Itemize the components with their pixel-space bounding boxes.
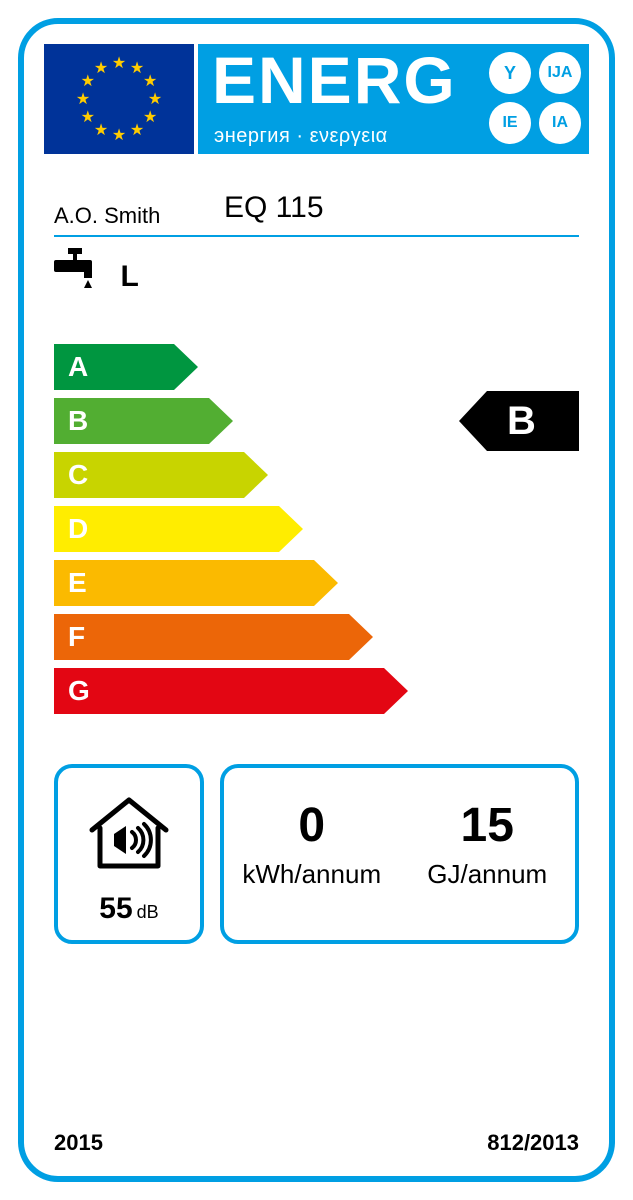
noise-unit: dB <box>137 902 159 922</box>
eu-star-icon: ★ <box>94 120 108 140</box>
gj-unit: GJ/annum <box>400 859 576 890</box>
eu-star-icon: ★ <box>130 120 144 140</box>
rating-pointer: B <box>459 391 579 451</box>
model-name: EQ 115 <box>224 191 324 225</box>
consumption-box: 0 kWh/annum 15 GJ/annum <box>220 764 579 944</box>
footer: 2015 812/2013 <box>54 1130 579 1156</box>
tap-icon <box>54 248 104 297</box>
kwh-unit: kWh/annum <box>224 859 400 890</box>
eu-star-icon: ★ <box>143 107 157 127</box>
scale-letter: D <box>68 506 88 552</box>
energ-subtitle: энергия · ενεργεια <box>214 125 388 148</box>
tap-row: L <box>54 248 139 297</box>
scale-letter: E <box>68 560 87 606</box>
noise-box: 55dB <box>54 764 204 944</box>
scale-letter: B <box>68 398 88 444</box>
supplier-row: A.O. Smith EQ 115 <box>54 189 579 237</box>
badge-y: Y <box>489 52 531 94</box>
noise-value: 55dB <box>58 892 200 926</box>
metrics-row: 55dB 0 kWh/annum 15 GJ/annum <box>54 764 579 944</box>
eu-star-icon: ★ <box>81 71 95 91</box>
supplier-name: A.O. Smith <box>54 203 160 229</box>
gj-value: 15 <box>400 798 576 853</box>
kwh-value: 0 <box>224 798 400 853</box>
noise-icon <box>86 794 172 875</box>
gj-column: 15 GJ/annum <box>400 768 576 940</box>
rating-letter: B <box>507 391 536 451</box>
scale-letter: A <box>68 344 88 390</box>
badge-ie: IE <box>489 102 531 144</box>
noise-number: 55 <box>99 892 132 925</box>
energ-banner: ENERG энергия · ενεργεια Y IJA IE IA <box>198 44 589 154</box>
eu-star-icon: ★ <box>76 89 90 109</box>
badge-ia: IA <box>539 102 581 144</box>
scale-letter: F <box>68 614 85 660</box>
eu-star-icon: ★ <box>143 71 157 91</box>
kwh-column: 0 kWh/annum <box>224 768 400 940</box>
eu-flag-icon: ★★★★★★★★★★★★ <box>44 44 194 154</box>
footer-year: 2015 <box>54 1130 103 1156</box>
footer-regulation: 812/2013 <box>487 1130 579 1156</box>
eu-star-icon: ★ <box>94 58 108 78</box>
header: ★★★★★★★★★★★★ ENERG энергия · ενεργεια Y … <box>44 44 589 154</box>
eu-star-icon: ★ <box>148 89 162 109</box>
load-profile: L <box>120 260 138 294</box>
eu-star-icon: ★ <box>112 53 126 73</box>
eu-star-icon: ★ <box>81 107 95 127</box>
scale-letter: G <box>68 668 90 714</box>
scale-letter: C <box>68 452 88 498</box>
energ-word: ENERG <box>212 42 457 118</box>
badge-ija: IJA <box>539 52 581 94</box>
energy-label-frame: ★★★★★★★★★★★★ ENERG энергия · ενεργεια Y … <box>18 18 615 1182</box>
eu-star-icon: ★ <box>112 125 126 145</box>
